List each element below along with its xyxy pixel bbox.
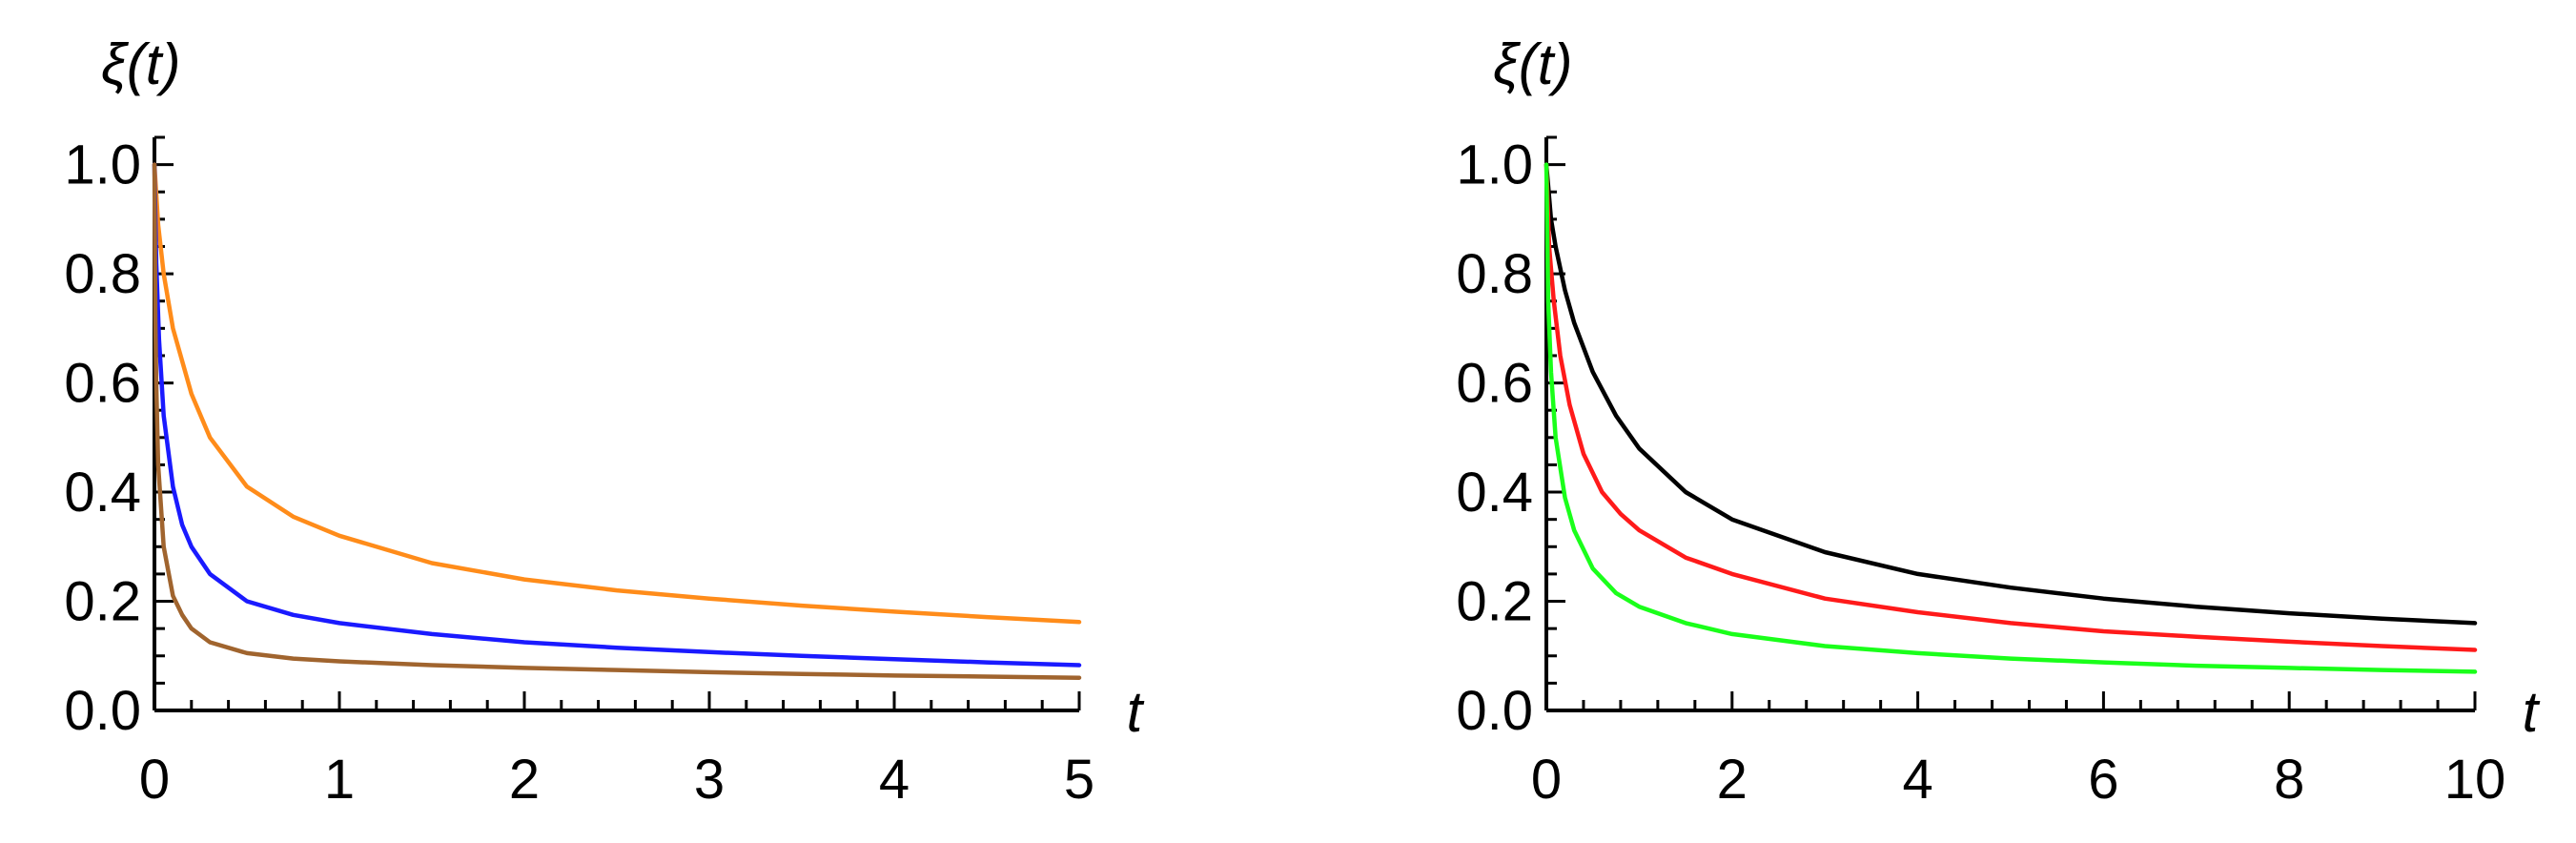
x-tick-label: 0 [1531,749,1562,811]
series-line-brown [152,162,1082,680]
y-tick-label: 0.4 [1456,462,1533,524]
y-tick-label: 0.2 [64,571,141,633]
x-tick-label: 1 [324,749,355,811]
y-tick-label: 1.0 [64,134,141,196]
x-tick-label: 2 [1717,749,1748,811]
series-line-black [1544,162,2478,626]
y-tick-label: 0.6 [64,353,141,415]
y-tick-label: 0.2 [1456,571,1533,633]
x-axis-title: t [1127,680,1145,744]
x-tick-label: 8 [2274,749,2304,811]
x-tick-label: 4 [879,749,910,811]
y-tick-label: 0.0 [1456,680,1533,742]
series-line-blue [152,162,1082,668]
y-tick-label: 0.8 [1456,243,1533,305]
y-axis-title: ξ(t) [101,32,180,96]
y-tick-label: 0.8 [64,243,141,305]
y-tick-label: 0.6 [1456,353,1533,415]
y-axis-title: ξ(t) [1493,32,1572,96]
left-chart: 0 1 2 3 4 5 0.0 0.2 0.4 0.6 0.8 1.0 ξ(t) t [64,32,1145,811]
x-tick-label: 3 [694,749,725,811]
x-tick-label: 4 [1902,749,1932,811]
x-tick-label: 10 [2444,749,2506,811]
x-tick-label: 2 [509,749,540,811]
series-line-orange [152,162,1082,625]
x-tick-label: 6 [2088,749,2118,811]
y-tick-label: 1.0 [1456,134,1533,196]
series-line-green [1544,162,2478,674]
y-tick-label: 0.0 [64,680,141,742]
series-line-red [1544,162,2478,652]
x-axis-title: t [2523,680,2541,744]
x-tick-label: 0 [139,749,170,811]
y-tick-label: 0.4 [64,462,141,524]
x-tick-label: 5 [1064,749,1094,811]
right-chart: 0 2 4 6 8 10 0.0 0.2 0.4 0.6 0.8 1.0 ξ(t) t [1456,32,2541,811]
